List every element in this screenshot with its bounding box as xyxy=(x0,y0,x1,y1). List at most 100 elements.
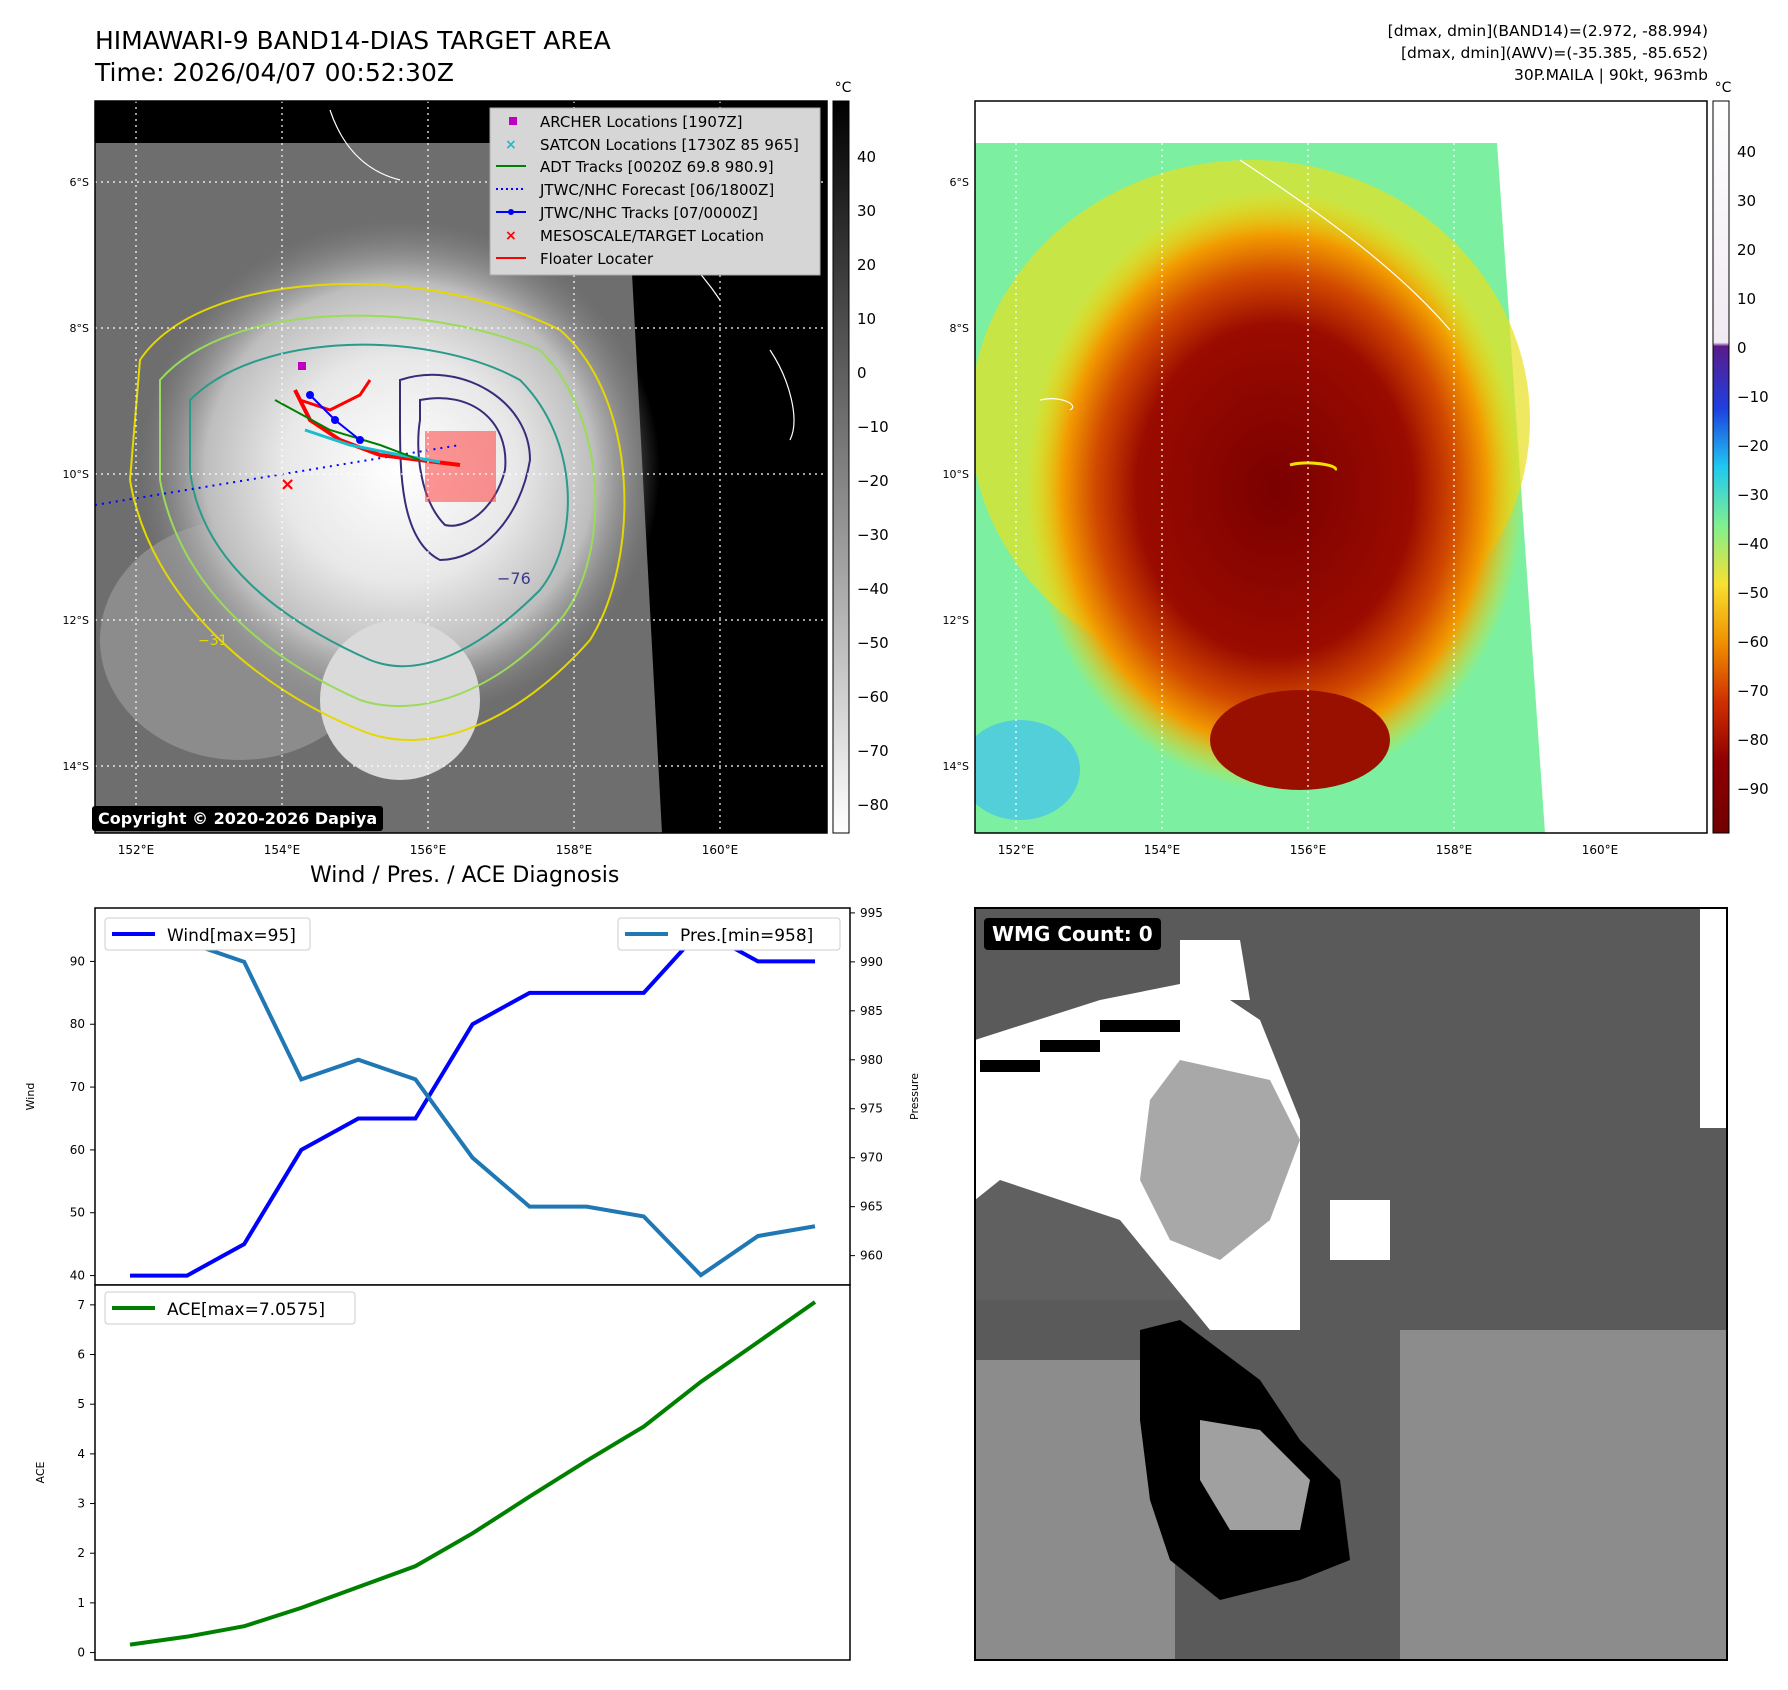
svg-text:154°E: 154°E xyxy=(264,843,301,857)
target-marker-icon: × xyxy=(505,228,517,244)
pressure-tick-label: 980 xyxy=(860,1053,883,1067)
svg-text:−60: −60 xyxy=(857,688,889,706)
wind-axis-label: Wind xyxy=(24,1083,37,1111)
awv-colorbar-ticks: 40 30 20 10 0 −10 −20 −30 −40 −50 −60 −7… xyxy=(1737,143,1769,798)
awv-lat-ticks: 6°S 8°S 10°S 12°S 14°S xyxy=(943,176,969,773)
svg-text:30: 30 xyxy=(1737,192,1756,210)
awv-colorbar-unit: °C xyxy=(1715,80,1732,96)
svg-text:0: 0 xyxy=(857,364,867,382)
svg-text:152°E: 152°E xyxy=(118,843,155,857)
pressure-tick-label: 960 xyxy=(860,1249,883,1263)
ir-legend xyxy=(489,107,821,276)
legend-label-forecast: JTWC/NHC Forecast [06/1800Z] xyxy=(539,181,774,199)
wind-tick-label: 60 xyxy=(70,1143,85,1157)
ace-tick-label: 7 xyxy=(77,1298,85,1312)
awv-range-info: [dmax, dmin](AWV)=(-35.385, -85.652) xyxy=(1401,44,1708,62)
ace-axis-label: ACE xyxy=(34,1461,47,1483)
svg-text:−20: −20 xyxy=(857,472,889,490)
svg-text:154°E: 154°E xyxy=(1144,843,1181,857)
svg-text:158°E: 158°E xyxy=(556,843,593,857)
ace-series-line xyxy=(129,1300,817,1647)
band14-range-info: [dmax, dmin](BAND14)=(2.972, -88.994) xyxy=(1387,22,1708,40)
svg-text:−20: −20 xyxy=(1737,437,1769,455)
ir-lat-ticks: 6°S 8°S 10°S 12°S 14°S xyxy=(63,176,89,773)
figure-time: Time: 2026/04/07 00:52:30Z xyxy=(95,58,454,87)
legend-label-archer: ARCHER Locations [1907Z] xyxy=(540,113,743,131)
floater-target-box xyxy=(425,431,496,502)
svg-text:−70: −70 xyxy=(857,742,889,760)
ir-colorbar xyxy=(832,100,850,834)
svg-text:12°S: 12°S xyxy=(63,614,89,627)
pressure-tick-label: 965 xyxy=(860,1200,883,1214)
svg-text:−80: −80 xyxy=(1737,731,1769,749)
copyright-badge: Copyright © 2020-2026 Dapiya xyxy=(92,806,384,831)
svg-text:20: 20 xyxy=(857,256,876,274)
ace-legend xyxy=(104,1291,356,1325)
ace-tick-label: 5 xyxy=(77,1397,85,1411)
svg-text:10: 10 xyxy=(857,310,876,328)
svg-text:−40: −40 xyxy=(1737,535,1769,553)
svg-text:156°E: 156°E xyxy=(410,843,447,857)
wind-tick-label: 70 xyxy=(70,1080,85,1094)
awv-lon-ticks: 152°E 154°E 156°E 158°E 160°E xyxy=(998,843,1619,857)
svg-text:40: 40 xyxy=(857,148,876,166)
diagnosis-title: Wind / Pres. / ACE Diagnosis xyxy=(310,863,620,888)
wind-legend xyxy=(104,917,311,951)
wind-legend-label: Wind[max=95] xyxy=(167,926,296,946)
svg-text:30: 30 xyxy=(857,202,876,220)
ir-colorbar-unit: °C xyxy=(835,80,852,96)
wind-tick-label: 50 xyxy=(70,1206,85,1220)
svg-text:20: 20 xyxy=(1737,241,1756,259)
pressure-legend xyxy=(617,917,841,951)
svg-text:−90: −90 xyxy=(1737,780,1769,798)
ir-satellite-map: × xyxy=(95,101,827,833)
ace-plot-area xyxy=(94,1284,851,1661)
awv-colorbar xyxy=(1712,100,1730,834)
svg-text:−60: −60 xyxy=(1737,633,1769,651)
wind-pressure-plot-area xyxy=(94,907,851,1286)
svg-text:6°S: 6°S xyxy=(70,176,89,189)
satcon-marker-icon: × xyxy=(505,137,517,153)
svg-text:8°S: 8°S xyxy=(950,322,969,335)
legend-label-satcon: SATCON Locations [1730Z 85 965] xyxy=(540,136,799,154)
storm-info: 30P.MAILA | 90kt, 963mb xyxy=(1514,66,1708,84)
archer-marker-icon xyxy=(509,117,517,125)
svg-text:10°S: 10°S xyxy=(63,468,89,481)
legend-label-target: MESOSCALE/TARGET Location xyxy=(540,227,764,245)
ace-tick-label: 3 xyxy=(77,1497,85,1511)
pressure-tick-label: 975 xyxy=(860,1102,883,1116)
svg-text:10: 10 xyxy=(1737,290,1756,308)
ir-colorbar-ticks: 40 30 20 10 0 −10 −20 −30 −40 −50 −60 −7… xyxy=(857,148,889,814)
svg-text:−30: −30 xyxy=(857,526,889,544)
svg-text:−80: −80 xyxy=(857,796,889,814)
svg-text:×: × xyxy=(280,474,295,495)
pressure-axis-label: Pressure xyxy=(908,1073,921,1120)
ir-lon-ticks: 152°E 154°E 156°E 158°E 160°E xyxy=(118,843,739,857)
pressure-tick-label: 970 xyxy=(860,1151,883,1165)
ace-tick-label: 4 xyxy=(77,1447,85,1461)
pressure-series-line xyxy=(129,920,816,1278)
svg-text:40: 40 xyxy=(1737,143,1756,161)
svg-text:152°E: 152°E xyxy=(998,843,1035,857)
svg-text:−50: −50 xyxy=(857,634,889,652)
wind-tick-label: 80 xyxy=(70,1017,85,1031)
awv-satellite-map xyxy=(975,101,1707,833)
ace-legend-label: ACE[max=7.0575] xyxy=(167,1300,325,1320)
legend-label-tracks: JTWC/NHC Tracks [07/0000Z] xyxy=(539,204,758,222)
contour-label: −76 xyxy=(497,569,531,588)
wmg-count-badge: WMG Count: 0 xyxy=(984,918,1161,950)
svg-text:−70: −70 xyxy=(1737,682,1769,700)
figure-title: HIMAWARI-9 BAND14-DIAS TARGET AREA xyxy=(95,26,611,55)
svg-text:−40: −40 xyxy=(857,580,889,598)
svg-text:6°S: 6°S xyxy=(950,176,969,189)
svg-text:−10: −10 xyxy=(857,418,889,436)
pressure-legend-label: Pres.[min=958] xyxy=(680,926,813,946)
svg-text:14°S: 14°S xyxy=(63,760,89,773)
ace-tick-label: 1 xyxy=(77,1596,85,1610)
ace-tick-label: 0 xyxy=(77,1646,85,1660)
pressure-tick-label: 985 xyxy=(860,1004,883,1018)
svg-text:−30: −30 xyxy=(1737,486,1769,504)
svg-text:8°S: 8°S xyxy=(70,322,89,335)
pressure-tick-label: 990 xyxy=(860,955,883,969)
